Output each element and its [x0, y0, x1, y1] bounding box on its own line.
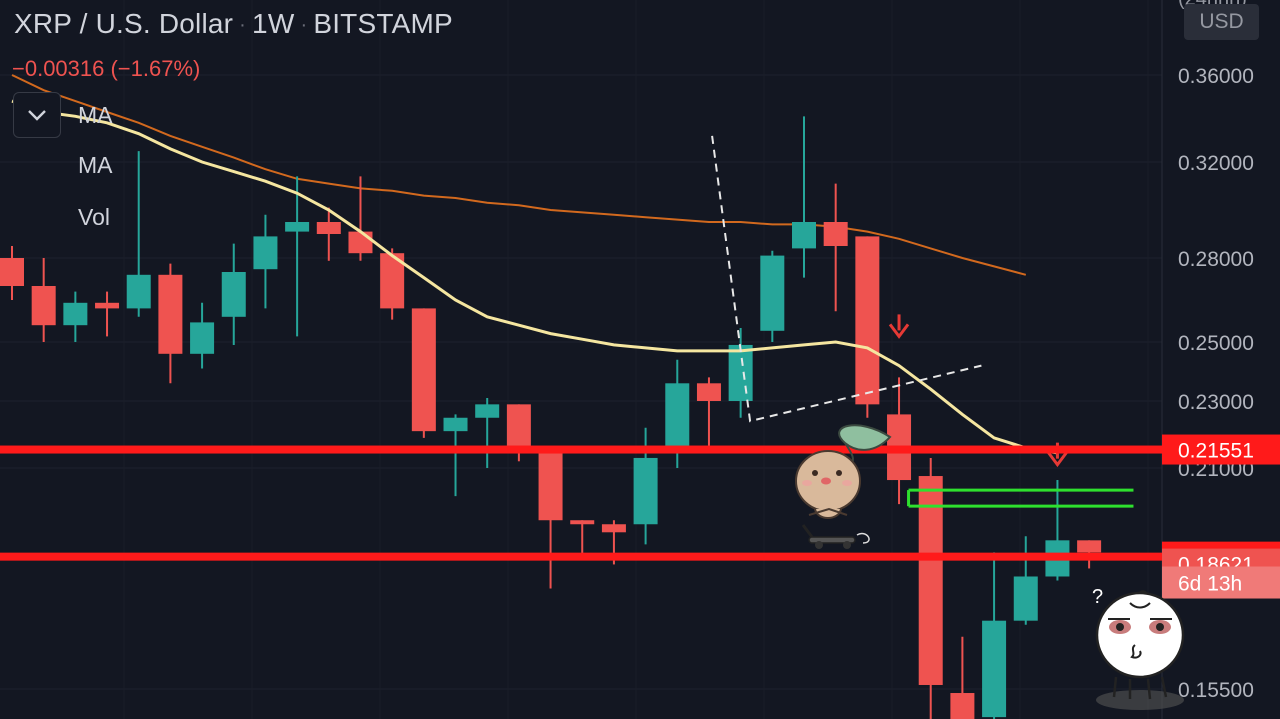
candle-body — [570, 520, 595, 525]
candle-body — [918, 476, 943, 685]
ma-fast-line — [11, 99, 1058, 455]
price-tick-label: 0.23000 — [1178, 391, 1254, 414]
separator-dot: · — [300, 14, 308, 37]
horizontal-levels[interactable] — [0, 445, 1162, 561]
candle-body — [158, 274, 183, 354]
horizontal-level-line[interactable] — [0, 552, 1162, 561]
candle-body — [411, 308, 436, 432]
candle-body — [506, 404, 531, 448]
collapse-indicators-button[interactable] — [13, 92, 61, 138]
price-change: −0.00316 (−1.67%) — [12, 56, 201, 81]
candle-body — [633, 457, 658, 525]
ma-fast-path — [11, 99, 1058, 455]
candle-body — [443, 417, 468, 432]
mushroom-sticker — [795, 424, 892, 549]
candle-body — [221, 272, 246, 317]
price-tick-label: 0.36000 — [1178, 65, 1254, 88]
price-label-level[interactable]: 0.21551 — [1162, 434, 1280, 465]
price-label-countdown[interactable]: 6d 13h — [1162, 566, 1280, 599]
price-tick-label: 0.32000 — [1178, 152, 1254, 175]
symbol-name[interactable]: XRP / U.S. Dollar — [14, 8, 234, 39]
price-label-bg — [1162, 566, 1280, 599]
candle-body — [126, 274, 151, 309]
price-tick-label: 0.25000 — [1178, 332, 1254, 355]
bun-sticker: ? — [1092, 586, 1185, 710]
currency-button[interactable]: USD — [1184, 4, 1259, 40]
candles — [0, 116, 1102, 719]
candle-body — [601, 524, 626, 533]
indicator-ma-slow[interactable]: MA — [78, 152, 113, 178]
candle-body — [348, 231, 373, 254]
candle-body — [792, 222, 816, 249]
candle-body — [95, 302, 120, 309]
candle-body — [982, 620, 1007, 718]
price-tick-label: 0.15500 — [1178, 679, 1254, 702]
price-tick-label: 0.28000 — [1178, 248, 1254, 271]
candle-body — [760, 255, 785, 331]
candle-body — [253, 236, 278, 270]
arrow-head — [1047, 451, 1068, 468]
candle-body — [190, 322, 215, 354]
candle-body — [665, 383, 690, 448]
candle-body — [1077, 540, 1102, 553]
interval-label[interactable]: 1W — [252, 8, 295, 39]
indicator-ma-fast[interactable]: MA — [78, 102, 113, 128]
red-down-arrow-icon[interactable] — [888, 314, 910, 339]
indicator-volume[interactable]: Vol — [78, 204, 110, 230]
arrow-head — [888, 323, 910, 339]
candle-body — [1013, 576, 1038, 621]
symbol-header[interactable]: XRP / U.S. Dollar · 1W · BITSTAMP — [14, 8, 453, 40]
ma-slow-path — [11, 74, 1027, 276]
svg-text:?: ? — [1092, 586, 1103, 608]
candle-body — [728, 344, 753, 401]
price-label-text: 6d 13h — [1178, 573, 1242, 596]
candle-body — [63, 302, 88, 326]
candle-body — [538, 447, 563, 521]
dashed-trend-line[interactable] — [711, 135, 982, 423]
candle-body — [475, 404, 500, 418]
price-label-text: 0.21551 — [1178, 440, 1254, 463]
candle-body — [855, 236, 880, 405]
price-axis[interactable]: 0.360000.320000.280000.250000.230000.210… — [1162, 65, 1280, 702]
grid-lines — [0, 74, 1162, 690]
candle-body — [316, 222, 341, 234]
horizontal-level-line[interactable] — [0, 445, 1162, 454]
ma-slow-line — [11, 74, 1027, 276]
candle-body — [0, 258, 24, 286]
separator-dot: · — [239, 14, 247, 37]
candle-body — [31, 286, 56, 326]
candle-body — [285, 222, 310, 232]
candle-body — [823, 222, 848, 246]
candle-body — [950, 693, 975, 719]
price-label-bg — [1162, 434, 1280, 465]
exchange-label: BITSTAMP — [313, 8, 453, 39]
candle-body — [696, 383, 721, 401]
chevron-down-icon — [28, 110, 46, 121]
user-drawings[interactable] — [711, 135, 1134, 508]
